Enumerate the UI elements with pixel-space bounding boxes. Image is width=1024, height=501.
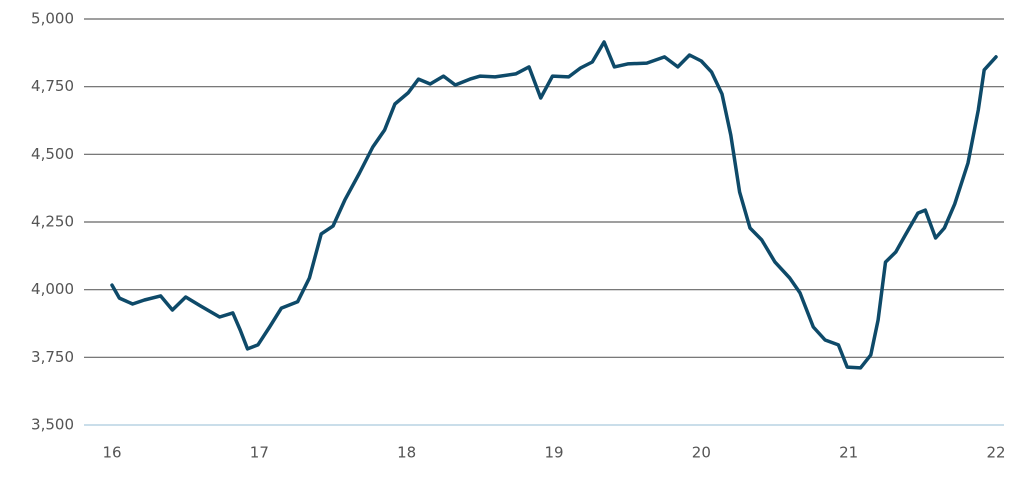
line [110, 40, 998, 370]
y-tick-label: 4,500 [31, 145, 74, 163]
y-tick-label: 4,750 [31, 77, 74, 95]
x-tick-label: 16 [102, 444, 121, 462]
y-tick-label: 3,500 [31, 416, 74, 434]
y-tick-label: 4,250 [31, 213, 74, 231]
x-tick-label: 18 [397, 444, 416, 462]
x-tick-label: 20 [692, 444, 711, 462]
y-tick-label: 3,750 [31, 348, 74, 366]
y-tick-label: 5,000 [31, 10, 74, 28]
x-tick-label: 17 [250, 444, 269, 462]
y-tick-label: 4,000 [31, 280, 74, 298]
x-tick-label: 19 [544, 444, 563, 462]
x-tick-label: 22 [986, 444, 1005, 462]
x-tick-label: 21 [839, 444, 858, 462]
